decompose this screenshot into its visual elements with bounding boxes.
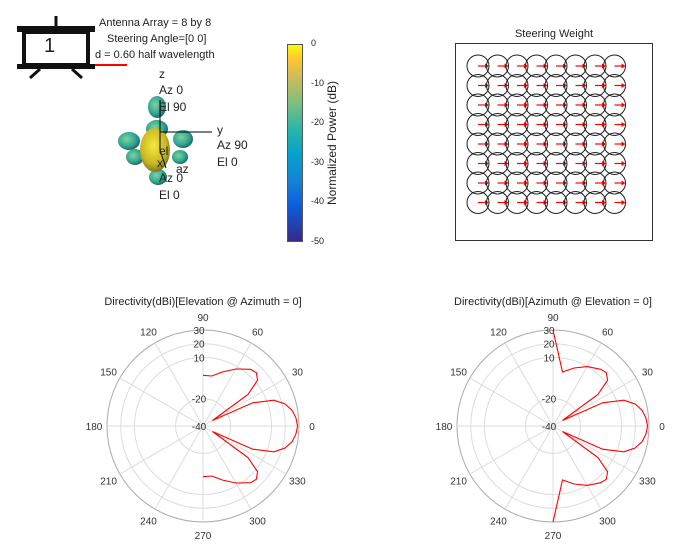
polar-radial-label: 30 (193, 326, 205, 337)
presentation-board-icon (17, 16, 95, 80)
polar-spoke (154, 342, 204, 427)
polar-angle-label: 180 (436, 422, 453, 433)
polar-spoke (202, 342, 252, 427)
polar-spoke (202, 425, 252, 510)
polar-radial-label: 10 (193, 353, 205, 364)
steering-arrowhead (621, 102, 626, 108)
y-axis-label: y (217, 123, 223, 137)
polar-radial-label: -20 (542, 395, 557, 406)
polar-elevation-title: Directivity(dBi)[Elevation @ Azimuth = 0… (104, 296, 302, 308)
polar-radial-label: 20 (193, 340, 205, 351)
polar-angle-label: 180 (86, 422, 103, 433)
polar-angle-label: 300 (249, 516, 266, 527)
colorbar-tick-label: -30 (311, 156, 325, 167)
steering-arrowhead (621, 122, 626, 127)
z-axis-az: Az 0 (159, 83, 184, 97)
radiation-pattern-3d (118, 96, 193, 185)
polar-angle-label: 210 (450, 477, 467, 488)
polar-radial-label: 20 (543, 340, 555, 351)
colorbar-tick-label: -10 (311, 77, 325, 88)
polar-angle-label: 30 (642, 368, 654, 379)
polar-azimuth-title: Directivity(dBi)[Azimuth @ Elevation = 0… (454, 296, 652, 308)
steering-arrowhead (621, 180, 626, 186)
colorbar-label: Normalized Power (dB) (325, 80, 339, 206)
polar-angle-label: 90 (547, 313, 559, 324)
z-axis-label: z (159, 67, 165, 81)
polar-angle-label: 300 (599, 516, 616, 527)
colorbar-tick-label: -40 (311, 196, 325, 207)
polar-angle-label: 120 (490, 328, 507, 339)
polar-spoke (469, 425, 554, 475)
polar-spoke (552, 342, 602, 427)
badge-number: 1 (44, 35, 56, 57)
polar-spoke (119, 377, 204, 427)
x-axis-az: Az 0 (159, 171, 184, 185)
steering-angle-label: Steering Angle=[0 0] (107, 33, 207, 45)
y-axis-az: Az 90 (217, 138, 248, 152)
spacing-label: d = 0.60 half wavelength (95, 49, 215, 61)
steering-arrowhead (621, 141, 626, 147)
polar-spoke (552, 425, 602, 510)
polar-elevation-chart: 0 30 60 90 120 150 180 210 240 270 300 330 -40 -20 10 2… (86, 313, 316, 542)
polar-angle-label: 0 (659, 422, 665, 433)
polar-spoke (154, 425, 204, 510)
polar-angle-label: 210 (100, 477, 117, 488)
polar-angle-label: 0 (309, 422, 315, 433)
polar-angle-label: 270 (195, 531, 212, 542)
polar-angle-label: 90 (197, 313, 209, 324)
steering-grid (466, 54, 626, 214)
polar-spoke (119, 425, 204, 475)
z-axis-el: El 90 (159, 100, 187, 114)
polar-azimuth-chart: 0 30 60 90 120 150 180 210 240 270 300 330 -40 -20 10 2… (436, 313, 666, 542)
polar-angle-label: 270 (545, 531, 562, 542)
polar-radial-label: -40 (192, 422, 207, 433)
colorbar-tick-label: 0 (311, 38, 317, 48)
x-axis-el: El 0 (159, 188, 180, 202)
polar-radial-label: -20 (192, 395, 207, 406)
polar-radial-label: 30 (543, 326, 555, 337)
polar-angle-label: 150 (100, 368, 117, 379)
steering-title: Steering Weight (514, 28, 594, 40)
polar-angle-label: 330 (639, 477, 656, 488)
polar-angle-label: 120 (140, 328, 157, 339)
directivity-curve (552, 329, 649, 523)
polar-spoke (469, 377, 554, 427)
steering-weight-panel (455, 43, 653, 241)
spacing-underline (95, 64, 127, 66)
polar-radial-label: 10 (543, 353, 555, 364)
steering-arrowhead (621, 161, 626, 166)
polar-angle-label: 150 (450, 368, 467, 379)
y-axis-el: El 0 (217, 155, 238, 169)
az-axis-label: az (176, 162, 189, 176)
polar-angle-label: 60 (602, 328, 614, 339)
x-axis-label: x (157, 156, 163, 170)
colorbar-tick-label: -50 (311, 236, 325, 246)
polar-radial-label: -40 (542, 422, 557, 433)
steering-arrowhead (621, 200, 626, 205)
colorbar (287, 44, 303, 242)
el-axis-label: el (159, 144, 169, 158)
colorbar-tick-label: -20 (311, 117, 325, 128)
array-size-label: Antenna Array = 8 by 8 (99, 17, 212, 29)
polar-angle-label: 60 (252, 328, 264, 339)
directivity-curve (202, 368, 299, 484)
polar-angle-label: 240 (140, 516, 157, 527)
steering-arrowhead (621, 83, 626, 88)
polar-spoke (504, 425, 554, 510)
steering-arrowhead (621, 63, 626, 69)
polar-spoke (504, 342, 554, 427)
polar-angle-label: 240 (490, 516, 507, 527)
polar-angle-label: 330 (289, 477, 306, 488)
polar-angle-label: 30 (292, 368, 304, 379)
axis-lines (159, 100, 212, 169)
